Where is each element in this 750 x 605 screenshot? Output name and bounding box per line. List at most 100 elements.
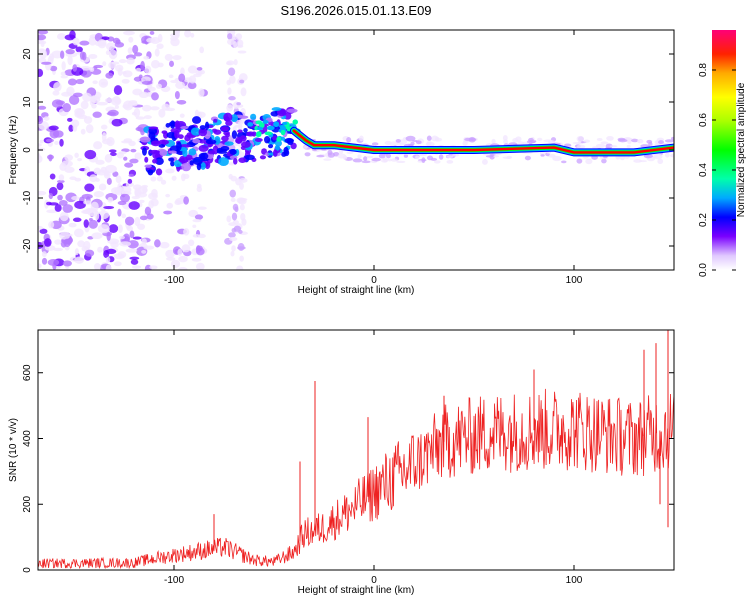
y-tick-label: 0: [22, 147, 33, 153]
spectral-blob: [129, 256, 140, 260]
spectral-blob: [110, 241, 119, 248]
spectral-blob: [226, 104, 234, 112]
spectral-blob: [159, 241, 170, 249]
spectral-blob: [187, 81, 197, 90]
spectral-blob: [195, 247, 205, 256]
spectral-blob: [576, 135, 585, 142]
spectral-blob: [537, 137, 543, 141]
spectral-blob: [359, 135, 364, 142]
spectral-blob: [346, 151, 354, 155]
spectral-blob: [65, 49, 75, 55]
spectral-blob: [45, 138, 54, 143]
spectral-blob: [116, 151, 124, 159]
spectral-blob: [74, 200, 86, 209]
spectral-blob: [104, 153, 113, 163]
spectral-blob: [161, 103, 171, 111]
spectral-blob: [52, 90, 60, 96]
spectral-blob: [121, 213, 127, 219]
spectral-blob: [609, 145, 618, 148]
y-tick-label: 200: [22, 495, 33, 512]
spectral-blob: [244, 154, 255, 161]
spectral-blob: [48, 192, 54, 200]
spectral-blob: [237, 50, 247, 54]
spectral-blob: [190, 32, 195, 38]
spectral-blob: [51, 99, 64, 108]
spectral-blob: [39, 228, 48, 234]
spectral-blob: [238, 157, 247, 163]
spectral-blob: [216, 147, 224, 153]
spectral-blob: [174, 90, 180, 100]
spectral-blob: [191, 257, 202, 262]
spectral-blob: [151, 60, 160, 69]
spectral-blob: [150, 140, 161, 147]
spectral-blob: [155, 168, 163, 176]
spectral-blob: [113, 85, 123, 96]
spectral-blob: [171, 175, 177, 181]
spectral-blob: [240, 87, 247, 97]
spectral-blob: [150, 106, 160, 111]
spectral-blob: [140, 60, 145, 71]
spectral-blob: [366, 155, 374, 159]
spectral-blob: [119, 241, 131, 247]
spectral-blob: [446, 159, 454, 164]
spectral-blob: [48, 154, 53, 162]
spectral-blob: [169, 60, 175, 67]
spectral-blob: [56, 33, 66, 40]
spectral-blob: [129, 158, 139, 164]
spectral-blob: [188, 148, 197, 156]
spectral-blob: [426, 135, 432, 141]
spectral-blob: [144, 264, 152, 270]
spectral-blob: [125, 182, 134, 188]
spectral-blob: [67, 78, 77, 86]
spectral-blob: [141, 238, 147, 245]
spectral-blob: [154, 239, 161, 248]
spectral-blob: [150, 176, 157, 182]
spectral-blob: [117, 251, 127, 259]
spectral-blob: [83, 116, 93, 124]
spectral-blob: [192, 224, 197, 228]
spectral-blob: [304, 152, 311, 157]
spectral-blob: [292, 119, 299, 125]
spectral-blob: [197, 233, 206, 239]
spectral-blob: [49, 129, 60, 139]
colorbar-ticks: 0.0 0.2 0.4 0.6 0.8: [698, 63, 736, 277]
spectral-blob: [194, 214, 204, 220]
spectral-blob: [143, 245, 155, 250]
spectral-blob: [415, 140, 422, 145]
snr-series-line: [38, 388, 674, 570]
spectral-blob: [115, 175, 122, 184]
spectral-blob: [170, 36, 178, 41]
spectral-blob: [135, 67, 142, 72]
spectral-blob: [605, 143, 613, 149]
spectral-blob: [283, 146, 289, 155]
spectral-blob: [378, 153, 386, 159]
spectral-blob: [237, 198, 247, 205]
spectral-blob: [236, 265, 244, 270]
spectral-blob: [161, 130, 168, 135]
spectral-blob: [229, 189, 236, 198]
spectral-blob: [149, 30, 155, 35]
spectral-blob: [338, 149, 344, 154]
spectral-blob: [94, 210, 100, 221]
spectral-blob: [204, 161, 211, 170]
spectral-blob: [84, 149, 97, 160]
y-tick-label: 20: [22, 48, 33, 60]
ridge-band-3: [292, 129, 674, 154]
spectral-blob: [77, 157, 83, 162]
spectral-blob: [61, 61, 66, 71]
spectral-blob: [280, 129, 286, 136]
spectral-blob: [163, 210, 173, 215]
spectral-blob: [82, 209, 90, 214]
spectral-blob: [158, 108, 166, 118]
spectral-blob: [69, 176, 77, 180]
spectral-blob: [69, 30, 76, 40]
spectral-blob: [124, 162, 134, 168]
spectral-blob: [264, 135, 271, 144]
spectral-blob: [62, 260, 72, 267]
spectral-blob: [170, 160, 175, 167]
spectral-blob: [223, 116, 230, 122]
spectral-blob: [230, 197, 236, 203]
spectral-blob: [627, 139, 632, 145]
spectral-blob: [112, 96, 121, 103]
